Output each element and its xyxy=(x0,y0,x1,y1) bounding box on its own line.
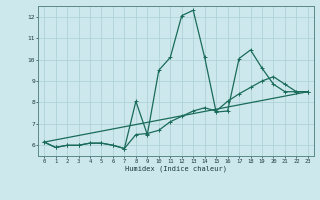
X-axis label: Humidex (Indice chaleur): Humidex (Indice chaleur) xyxy=(125,166,227,172)
